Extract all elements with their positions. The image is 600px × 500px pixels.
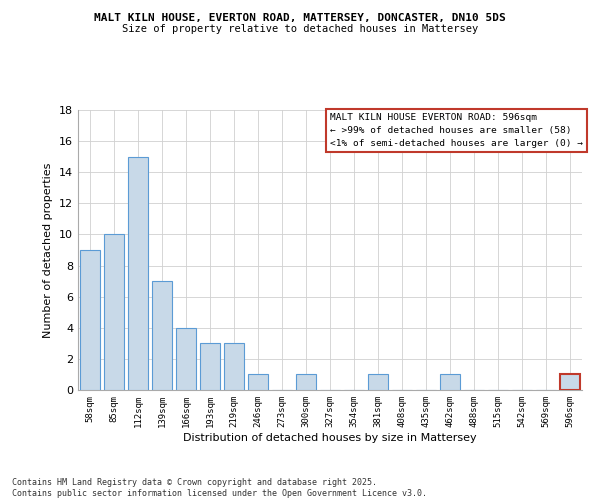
Bar [248,374,268,390]
Bar [80,250,100,390]
Bar [128,156,148,390]
Bar [296,374,316,390]
Text: MALT KILN HOUSE EVERTON ROAD: 596sqm
← >99% of detached houses are smaller (58)
: MALT KILN HOUSE EVERTON ROAD: 596sqm ← >… [330,113,583,148]
Bar [176,328,196,390]
Bar [224,344,244,390]
Y-axis label: Number of detached properties: Number of detached properties [43,162,53,338]
Text: MALT KILN HOUSE, EVERTON ROAD, MATTERSEY, DONCASTER, DN10 5DS: MALT KILN HOUSE, EVERTON ROAD, MATTERSEY… [94,12,506,22]
Bar [152,281,172,390]
Bar [104,234,124,390]
Text: Contains HM Land Registry data © Crown copyright and database right 2025.
Contai: Contains HM Land Registry data © Crown c… [12,478,427,498]
Text: Size of property relative to detached houses in Mattersey: Size of property relative to detached ho… [122,24,478,34]
Bar [200,344,220,390]
Bar [368,374,388,390]
Bar [560,374,580,390]
Bar [440,374,460,390]
X-axis label: Distribution of detached houses by size in Mattersey: Distribution of detached houses by size … [183,432,477,442]
